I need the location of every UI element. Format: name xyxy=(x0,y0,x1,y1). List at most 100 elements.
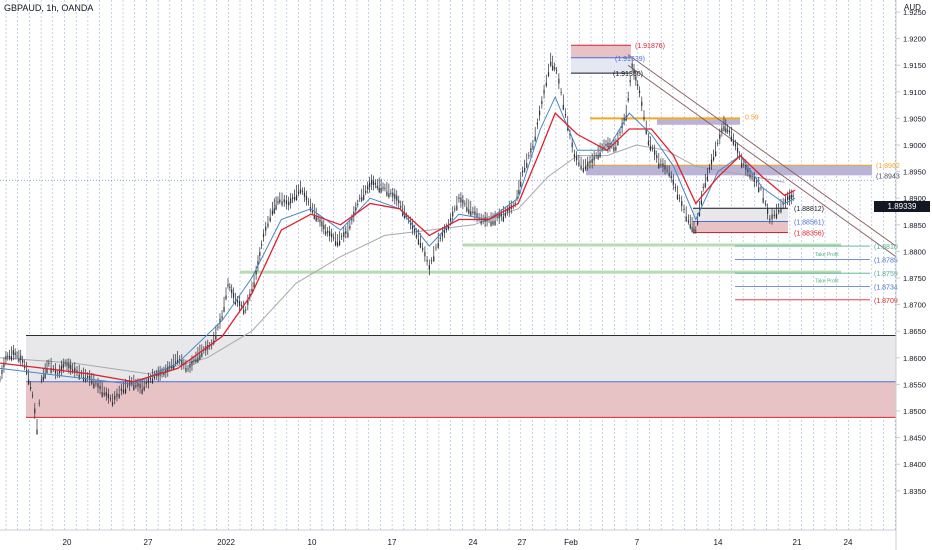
candle-body xyxy=(681,201,683,206)
candle-body xyxy=(786,196,789,200)
candle-body xyxy=(706,176,708,181)
candle-body xyxy=(554,67,556,69)
candle-body xyxy=(472,211,474,213)
candle-body xyxy=(685,216,687,222)
candle-body xyxy=(3,362,5,368)
annotation-label: (1.8943 xyxy=(876,173,900,180)
candle-body xyxy=(450,218,452,221)
candle-body xyxy=(584,166,587,170)
candle-body xyxy=(5,355,7,360)
candle-body xyxy=(552,65,554,71)
candle-body xyxy=(619,131,621,133)
candle-body xyxy=(506,209,508,212)
candle-body xyxy=(441,232,443,237)
candle-body xyxy=(528,155,530,157)
candle-body xyxy=(105,392,107,396)
candle-body xyxy=(376,185,378,189)
candle-body xyxy=(447,226,450,229)
candle-body xyxy=(430,260,433,262)
candle-body xyxy=(400,206,402,208)
candle-body xyxy=(689,224,691,229)
candle-body xyxy=(556,70,558,72)
candle-body xyxy=(109,398,112,400)
candle-body xyxy=(28,379,30,385)
candle-body xyxy=(215,334,217,340)
candle-body xyxy=(613,147,615,152)
candle-body xyxy=(229,286,231,288)
candle-body xyxy=(221,316,223,319)
candle-body xyxy=(80,373,83,375)
candle-body xyxy=(273,208,275,214)
candle-body xyxy=(394,194,396,199)
candle-body xyxy=(382,187,384,189)
candle-body xyxy=(520,181,522,187)
annotation-layer: (1.91876) (1.91639) (1.91350) 0.59 (1.8962 (1… xyxy=(613,43,900,305)
candle-body xyxy=(251,288,253,292)
candle-body xyxy=(664,165,666,170)
candle-body xyxy=(57,373,59,375)
candle-body xyxy=(697,221,699,225)
candle-body xyxy=(649,146,652,151)
candle-body xyxy=(562,104,564,110)
candle-body xyxy=(666,169,668,171)
candle-body xyxy=(332,237,335,239)
candle-body xyxy=(715,151,717,157)
take-profit-price-label: (1.8709 xyxy=(874,298,898,305)
y-tick-label: 1.8800 xyxy=(903,247,926,256)
candle-body xyxy=(708,167,711,170)
candle-body xyxy=(243,309,245,314)
candle-body xyxy=(452,211,454,217)
candle-body xyxy=(571,142,573,148)
x-tick-label: 14 xyxy=(714,538,723,547)
candle-body xyxy=(502,216,504,222)
y-tick-label: 1.8500 xyxy=(903,407,926,416)
candle-body xyxy=(267,223,269,227)
candle-body xyxy=(623,118,625,121)
candle-body xyxy=(717,143,719,144)
candle-body xyxy=(294,196,296,200)
y-tick-label: 1.8700 xyxy=(903,301,926,310)
candle-body xyxy=(147,378,149,384)
candle-body xyxy=(193,359,195,362)
candle-body xyxy=(710,159,713,165)
candle-body xyxy=(560,92,562,93)
candle-body xyxy=(175,361,177,365)
candle-body xyxy=(550,61,552,66)
candle-body xyxy=(89,375,91,381)
candle-body xyxy=(782,202,784,205)
candle-body xyxy=(539,110,541,116)
candle-body xyxy=(723,126,725,131)
candle-body xyxy=(107,393,109,399)
candle-body xyxy=(71,369,74,372)
candle-body xyxy=(591,158,593,164)
candle-body xyxy=(315,216,317,222)
take-profit-label: Take Profit xyxy=(815,279,839,285)
candle-body xyxy=(762,197,764,203)
candle-body xyxy=(173,364,175,370)
candle-body xyxy=(129,381,131,386)
take-profit-price-label: (1.8759 xyxy=(874,271,898,278)
candle-body xyxy=(299,189,302,193)
candle-body xyxy=(122,389,125,393)
x-tick-label: 24 xyxy=(469,538,478,547)
candle-body xyxy=(255,270,257,275)
candle-body xyxy=(153,376,155,379)
candle-body xyxy=(197,357,199,363)
candle-body xyxy=(778,210,780,213)
candle-body xyxy=(365,191,367,193)
candle-body xyxy=(627,98,629,101)
candle-body xyxy=(87,376,89,378)
candle-body xyxy=(419,242,422,248)
candle-body xyxy=(247,300,249,305)
candle-body xyxy=(151,378,154,383)
candle-body xyxy=(279,199,281,203)
candle-body xyxy=(641,101,643,106)
candle-body xyxy=(470,211,472,216)
candle-body xyxy=(597,154,599,159)
candle-body xyxy=(363,195,365,200)
candle-body xyxy=(384,187,386,189)
candle-body xyxy=(654,150,656,155)
candle-body xyxy=(18,358,20,362)
